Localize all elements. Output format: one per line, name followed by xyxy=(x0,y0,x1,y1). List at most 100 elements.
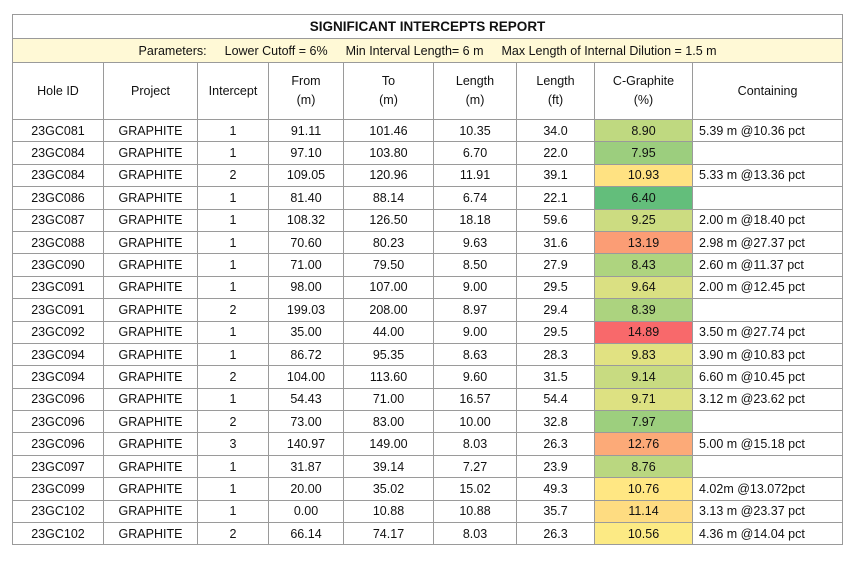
cell: 3.12 m @23.62 pct xyxy=(691,387,844,412)
column-header: Hole ID xyxy=(12,62,104,120)
parameter: Max Length of Internal Dilution = 1.5 m xyxy=(501,43,717,58)
cell: 23.9 xyxy=(516,454,595,479)
header-row: Hole ID Project Intercept From (m) To (m) Lengt… xyxy=(12,62,844,120)
cell: 23GC087 xyxy=(12,208,104,232)
cell: 86.72 xyxy=(268,342,344,367)
cell: 6.74 xyxy=(433,186,517,210)
cell: 1 xyxy=(197,208,269,232)
cell: 23GC091 xyxy=(12,298,104,322)
graphite-cell: 10.76 xyxy=(594,477,693,501)
cell: 2.00 m @18.40 pct xyxy=(691,208,844,232)
cell: 1 xyxy=(197,477,269,501)
header-text: Containing xyxy=(737,83,798,98)
cell: 81.40 xyxy=(268,186,344,210)
header-text: Intercept xyxy=(208,83,258,98)
cell: 23GC094 xyxy=(12,342,104,367)
cell: 9.60 xyxy=(433,365,517,389)
cell: 29.5 xyxy=(516,320,595,344)
cell: GRAPHITE xyxy=(103,454,198,479)
cell: 80.23 xyxy=(343,230,434,255)
data-row: 23GC091 GRAPHITE 1 98.00 107.00 9.00 29.5 9.64 2… xyxy=(12,275,844,300)
cell: 2 xyxy=(197,522,269,546)
cell: 5.33 m @13.36 pct xyxy=(691,163,844,188)
data-row: 23GC102 GRAPHITE 1 0.00 10.88 10.88 35.7 11.14 3… xyxy=(12,499,844,524)
graphite-cell: 10.93 xyxy=(594,163,693,188)
cell: 44.00 xyxy=(343,320,434,344)
column-header: C-Graphite (%) xyxy=(594,62,693,120)
header-text: Length xyxy=(536,74,575,88)
cell: 39.1 xyxy=(516,163,595,188)
graphite-cell: 7.95 xyxy=(594,141,693,165)
cell: 3.90 m @10.83 pct xyxy=(691,342,844,367)
cell: 103.80 xyxy=(343,141,434,165)
cell: 1 xyxy=(197,499,269,524)
cell xyxy=(691,141,844,165)
cell: GRAPHITE xyxy=(103,320,198,344)
cell: GRAPHITE xyxy=(103,186,198,210)
parameter: Lower Cutoff = 6% xyxy=(224,43,328,58)
cell: 35.02 xyxy=(343,477,434,501)
header-text: Project xyxy=(131,83,170,98)
cell: 32.8 xyxy=(516,410,595,434)
parameter: Parameters: xyxy=(138,43,207,58)
cell: 6.70 xyxy=(433,141,517,165)
data-row: 23GC097 GRAPHITE 1 31.87 39.14 7.27 23.9 8.76 xyxy=(12,454,844,479)
cell: 2 xyxy=(197,410,269,434)
parameters-row: Parameters: Lower Cutoff = 6% Min Interval… xyxy=(11,38,844,63)
cell: 8.50 xyxy=(433,253,517,277)
cell: 23GC084 xyxy=(12,163,104,188)
cell: GRAPHITE xyxy=(103,342,198,367)
cell: 66.14 xyxy=(268,522,344,546)
report: SIGNIFICANT INTERCEPTS REPORT Parameters:… xyxy=(11,14,844,546)
cell: GRAPHITE xyxy=(103,163,198,188)
cell: 88.14 xyxy=(343,186,434,210)
graphite-cell: 6.40 xyxy=(594,186,693,210)
cell: 3.13 m @23.37 pct xyxy=(691,499,844,524)
column-header: To (m) xyxy=(343,62,434,120)
cell: 11.91 xyxy=(433,163,517,188)
cell: 10.88 xyxy=(343,499,434,524)
cell: 97.10 xyxy=(268,141,344,165)
cell: GRAPHITE xyxy=(103,208,198,232)
cell: 31.87 xyxy=(268,454,344,479)
cell: 23GC092 xyxy=(12,320,104,344)
cell: 49.3 xyxy=(516,477,595,501)
cell: 22.1 xyxy=(516,186,595,210)
cell: 54.43 xyxy=(268,387,344,412)
cell: 1 xyxy=(197,141,269,165)
cell: 1 xyxy=(197,186,269,210)
cell: 9.63 xyxy=(433,230,517,255)
cell: 1 xyxy=(197,275,269,300)
cell: 1 xyxy=(197,118,269,143)
cell: 74.17 xyxy=(343,522,434,546)
cell: 35.7 xyxy=(516,499,595,524)
cell: 4.02m @13.072pct xyxy=(691,477,844,501)
header-text: (m) xyxy=(465,93,485,107)
cell: 23GC091 xyxy=(12,275,104,300)
cell: 1 xyxy=(197,454,269,479)
cell: 120.96 xyxy=(343,163,434,188)
cell: 23GC090 xyxy=(12,253,104,277)
cell: 28.3 xyxy=(516,342,595,367)
cell: 26.3 xyxy=(516,522,595,546)
graphite-cell: 10.56 xyxy=(594,522,693,546)
cell: 1 xyxy=(197,320,269,344)
cell: 199.03 xyxy=(268,298,344,322)
cell: 23GC084 xyxy=(12,141,104,165)
cell: GRAPHITE xyxy=(103,387,198,412)
graphite-cell: 8.39 xyxy=(594,298,693,322)
cell xyxy=(691,454,844,479)
data-row: 23GC086 GRAPHITE 1 81.40 88.14 6.74 22.1 6.40 xyxy=(12,186,844,210)
cell: 109.05 xyxy=(268,163,344,188)
data-row: 23GC096 GRAPHITE 1 54.43 71.00 16.57 54.4 9.71 3… xyxy=(12,387,844,412)
cell: 101.46 xyxy=(343,118,434,143)
cell: 26.3 xyxy=(516,432,595,456)
data-row: 23GC090 GRAPHITE 1 71.00 79.50 8.50 27.9 8.43 2.… xyxy=(12,253,844,277)
cell: 18.18 xyxy=(433,208,517,232)
column-header: Containing xyxy=(691,62,844,120)
graphite-cell: 8.76 xyxy=(594,454,693,479)
cell: 91.11 xyxy=(268,118,344,143)
cell: 2.98 m @27.37 pct xyxy=(691,230,844,255)
graphite-cell: 9.71 xyxy=(594,387,693,412)
cell: 149.00 xyxy=(343,432,434,456)
